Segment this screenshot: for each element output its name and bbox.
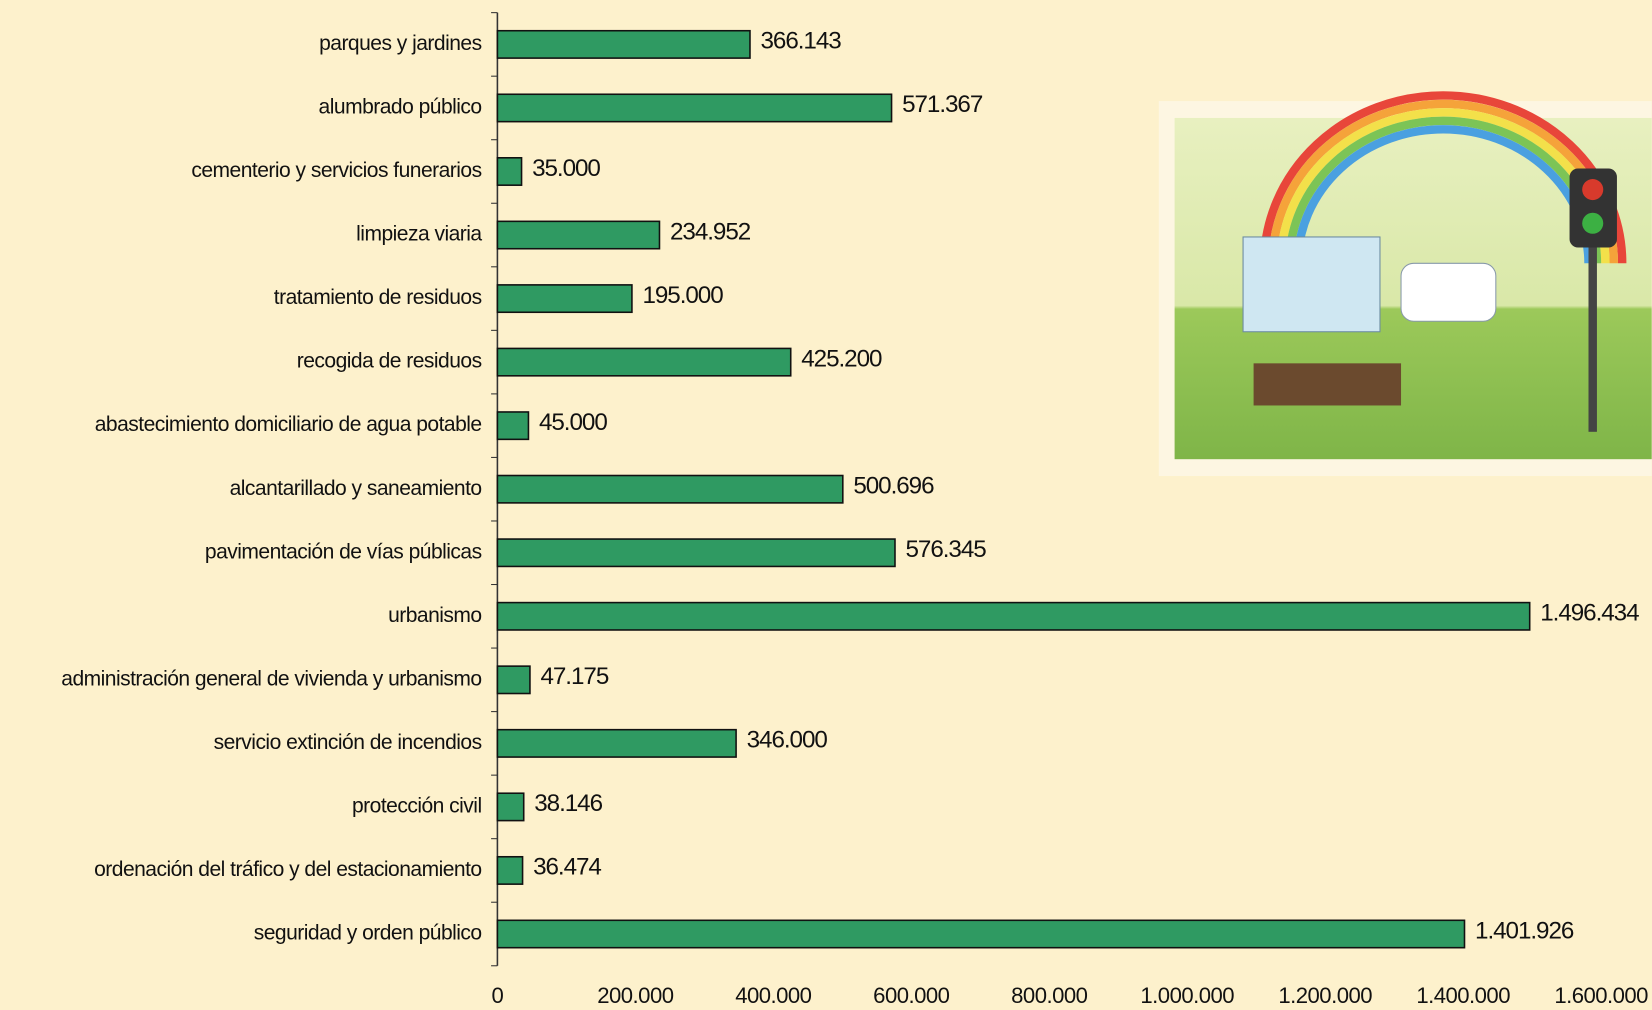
bar — [497, 793, 523, 820]
bar — [497, 476, 842, 503]
bar — [497, 539, 895, 566]
bar — [497, 730, 736, 757]
bar — [497, 285, 632, 312]
y-tick-label: servicio extinción de incendios — [214, 731, 482, 754]
value-label: 38.146 — [534, 790, 602, 817]
value-label: 35.000 — [532, 155, 600, 182]
x-tick-label: 0 — [492, 983, 504, 1008]
y-tick-label: recogida de residuos — [297, 350, 482, 373]
value-label: 571.367 — [902, 91, 983, 118]
bar — [497, 603, 1529, 630]
value-label: 576.345 — [906, 536, 987, 563]
bar — [497, 158, 521, 185]
x-tick-label: 1.000.000 — [1140, 983, 1234, 1008]
value-label: 1.401.926 — [1475, 917, 1574, 944]
value-label: 36.474 — [533, 854, 601, 881]
bar — [497, 412, 528, 439]
bar — [497, 857, 522, 884]
x-tick-label: 600.000 — [873, 983, 949, 1008]
y-tick-label: protección civil — [352, 794, 482, 817]
value-label: 346.000 — [747, 727, 828, 754]
y-tick-label: ordenación del tráfico y del estacionami… — [94, 858, 482, 881]
y-tick-label: limpieza viaria — [356, 223, 482, 246]
y-tick-label: cementerio y servicios funerarios — [191, 159, 481, 182]
y-tick-label: alumbrado público — [319, 96, 482, 119]
page: 0 200.000 400.000 600.000 800.000 1.000.000 1.… — [0, 0, 1652, 1010]
value-label: 234.952 — [670, 218, 751, 245]
y-tick-label: seguridad y orden público — [254, 922, 482, 945]
x-tick-label: 400.000 — [735, 983, 811, 1008]
illustration — [1159, 95, 1652, 476]
y-tick-label: pavimentación de vías públicas — [205, 540, 482, 563]
value-label: 500.696 — [853, 472, 934, 499]
value-label: 1.496.434 — [1540, 600, 1639, 627]
chart: 0 200.000 400.000 600.000 800.000 1.000.000 1.… — [0, 0, 1652, 1010]
value-label: 425.200 — [801, 345, 882, 372]
bar — [497, 920, 1464, 947]
bar — [497, 31, 750, 58]
x-tick-label: 1.600.000 — [1554, 983, 1648, 1008]
y-tick-label: parques y jardines — [319, 32, 482, 55]
value-label: 45.000 — [539, 409, 607, 436]
bar — [497, 94, 891, 121]
y-tick-label: abastecimiento domiciliario de agua pota… — [95, 413, 482, 436]
value-label: 195.000 — [642, 282, 723, 309]
x-tick-label: 1.200.000 — [1278, 983, 1372, 1008]
x-tick-label: 200.000 — [597, 983, 673, 1008]
y-tick-label: administración general de vivienda y urb… — [61, 667, 481, 690]
value-label: 366.143 — [761, 28, 842, 55]
x-tick-label: 1.400.000 — [1416, 983, 1510, 1008]
bar — [497, 348, 790, 375]
y-tick-label: urbanismo — [388, 604, 482, 627]
x-tick-label: 800.000 — [1011, 983, 1087, 1008]
y-tick-label: alcantarillado y saneamiento — [230, 477, 482, 500]
bar — [497, 221, 659, 248]
y-tick-label: tratamiento de residuos — [274, 286, 482, 309]
value-label: 47.175 — [540, 663, 608, 690]
bar — [497, 666, 530, 693]
